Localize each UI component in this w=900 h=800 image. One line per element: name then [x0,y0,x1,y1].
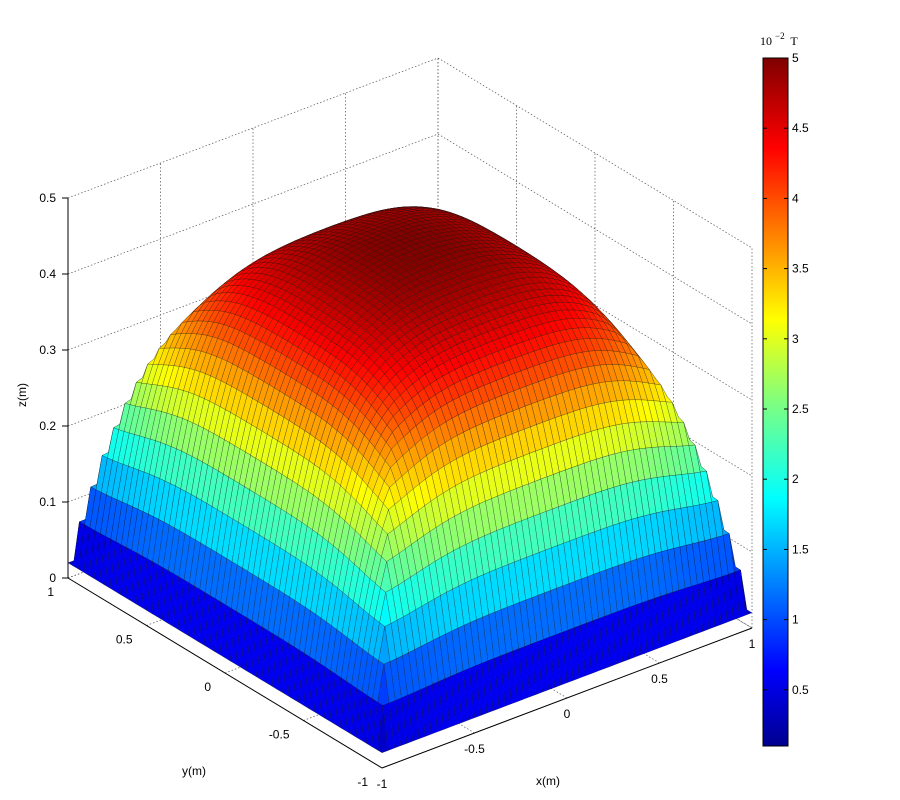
z-tick-label: 0.5 [39,191,56,205]
z-tick-label: 0.4 [39,267,56,281]
colorbar-tick-label: 3.5 [792,262,809,276]
x-tick-label: 0.5 [651,672,668,686]
grid-line [437,57,753,249]
colorbar-tick-label: 2.5 [792,402,809,416]
colorbar-tick-label: 3 [792,332,799,346]
y-tick-label: -0.5 [269,728,290,742]
colorbar-tick-label: 2 [792,472,799,486]
y-axis-line [67,577,383,769]
colorbar: 0.5 1 1.5 2 2.5 3 3.5 4 4.5 5 10 −2 T [760,28,809,747]
colorbar-gradient [762,57,789,747]
colorbar-tick-label: 0.5 [792,683,809,697]
x-tick-label: 1 [749,637,756,651]
x-tick-label: 0 [564,707,571,721]
grid-line [437,209,753,401]
z-tick-label: 0.3 [39,343,56,357]
y-tick-label: 0 [204,680,211,694]
grid-line [67,133,439,275]
grid-line [437,285,753,477]
colorbar-tick-label: 5 [792,51,799,65]
z-tick-label: 0.2 [39,419,56,433]
grid-line [67,57,439,199]
y-tick-label: 0.5 [116,633,133,647]
y-tick-label: -1 [357,775,368,789]
surface-patch [376,705,389,753]
colorbar-ticks: 0.5 1 1.5 2 2.5 3 3.5 4 4.5 5 [763,51,809,697]
colorbar-tick-label: 1 [792,613,799,627]
colorbar-tick-label: 4 [792,191,799,205]
x-axis-line [381,627,753,769]
y-tick-label: 1 [47,585,54,599]
x-axis-label: x(m) [536,774,560,788]
z-tick-label: 0 [49,571,56,585]
y-axis-label: y(m) [182,764,206,778]
x-tick-label: -0.5 [464,742,485,756]
x-tick-label: -1 [377,777,388,791]
surface-plot [67,206,753,753]
grid-line [437,133,753,325]
z-tick-label: 0.1 [39,495,56,509]
colorbar-tick-label: 1.5 [792,542,809,556]
colorbar-unit: 10 −2 T [760,28,798,48]
z-axis-label: z(m) [15,383,29,407]
colorbar-tick-label: 4.5 [792,121,809,135]
